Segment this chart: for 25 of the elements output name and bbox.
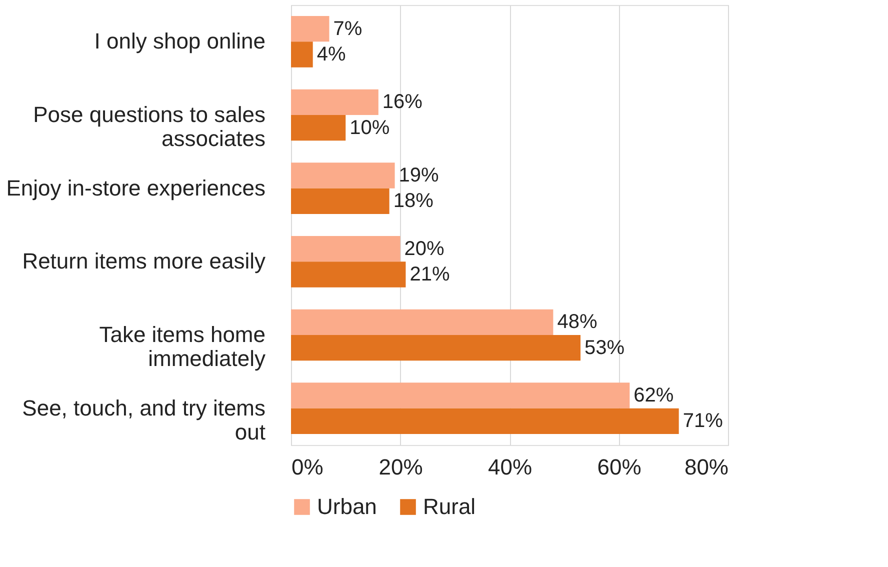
data-label: 18% — [393, 190, 434, 212]
x-tick-label: 20% — [378, 454, 423, 480]
data-label: 71% — [682, 410, 724, 432]
x-tick-label: 80% — [684, 454, 728, 480]
data-label: 4% — [316, 44, 346, 66]
legend-label: Rural — [423, 494, 476, 519]
data-label: 20% — [404, 238, 444, 260]
data-label: 53% — [584, 336, 625, 359]
y-tick-label: Pose questions to sales associates — [33, 102, 266, 151]
y-tick-label: Take items home immediately — [99, 322, 266, 371]
data-label: 21% — [410, 264, 450, 286]
y-tick-label: See, touch, and try items out — [22, 395, 266, 444]
x-tick-label: 60% — [597, 454, 642, 480]
data-label: 48% — [557, 311, 598, 334]
data-label: 7% — [333, 18, 362, 40]
x-tick-label: 40% — [488, 454, 532, 480]
data-label: 19% — [398, 164, 440, 186]
legend-label: Urban — [317, 494, 377, 519]
data-label: 10% — [350, 116, 390, 139]
y-tick-label: Enjoy in-store experiences — [6, 175, 266, 200]
x-tick-label: 0% — [292, 454, 324, 480]
y-tick-label: I only shop online — [94, 28, 266, 54]
data-label: 62% — [634, 384, 674, 406]
data-label: 16% — [382, 91, 423, 114]
y-tick-label: Return items more easily — [22, 248, 266, 274]
